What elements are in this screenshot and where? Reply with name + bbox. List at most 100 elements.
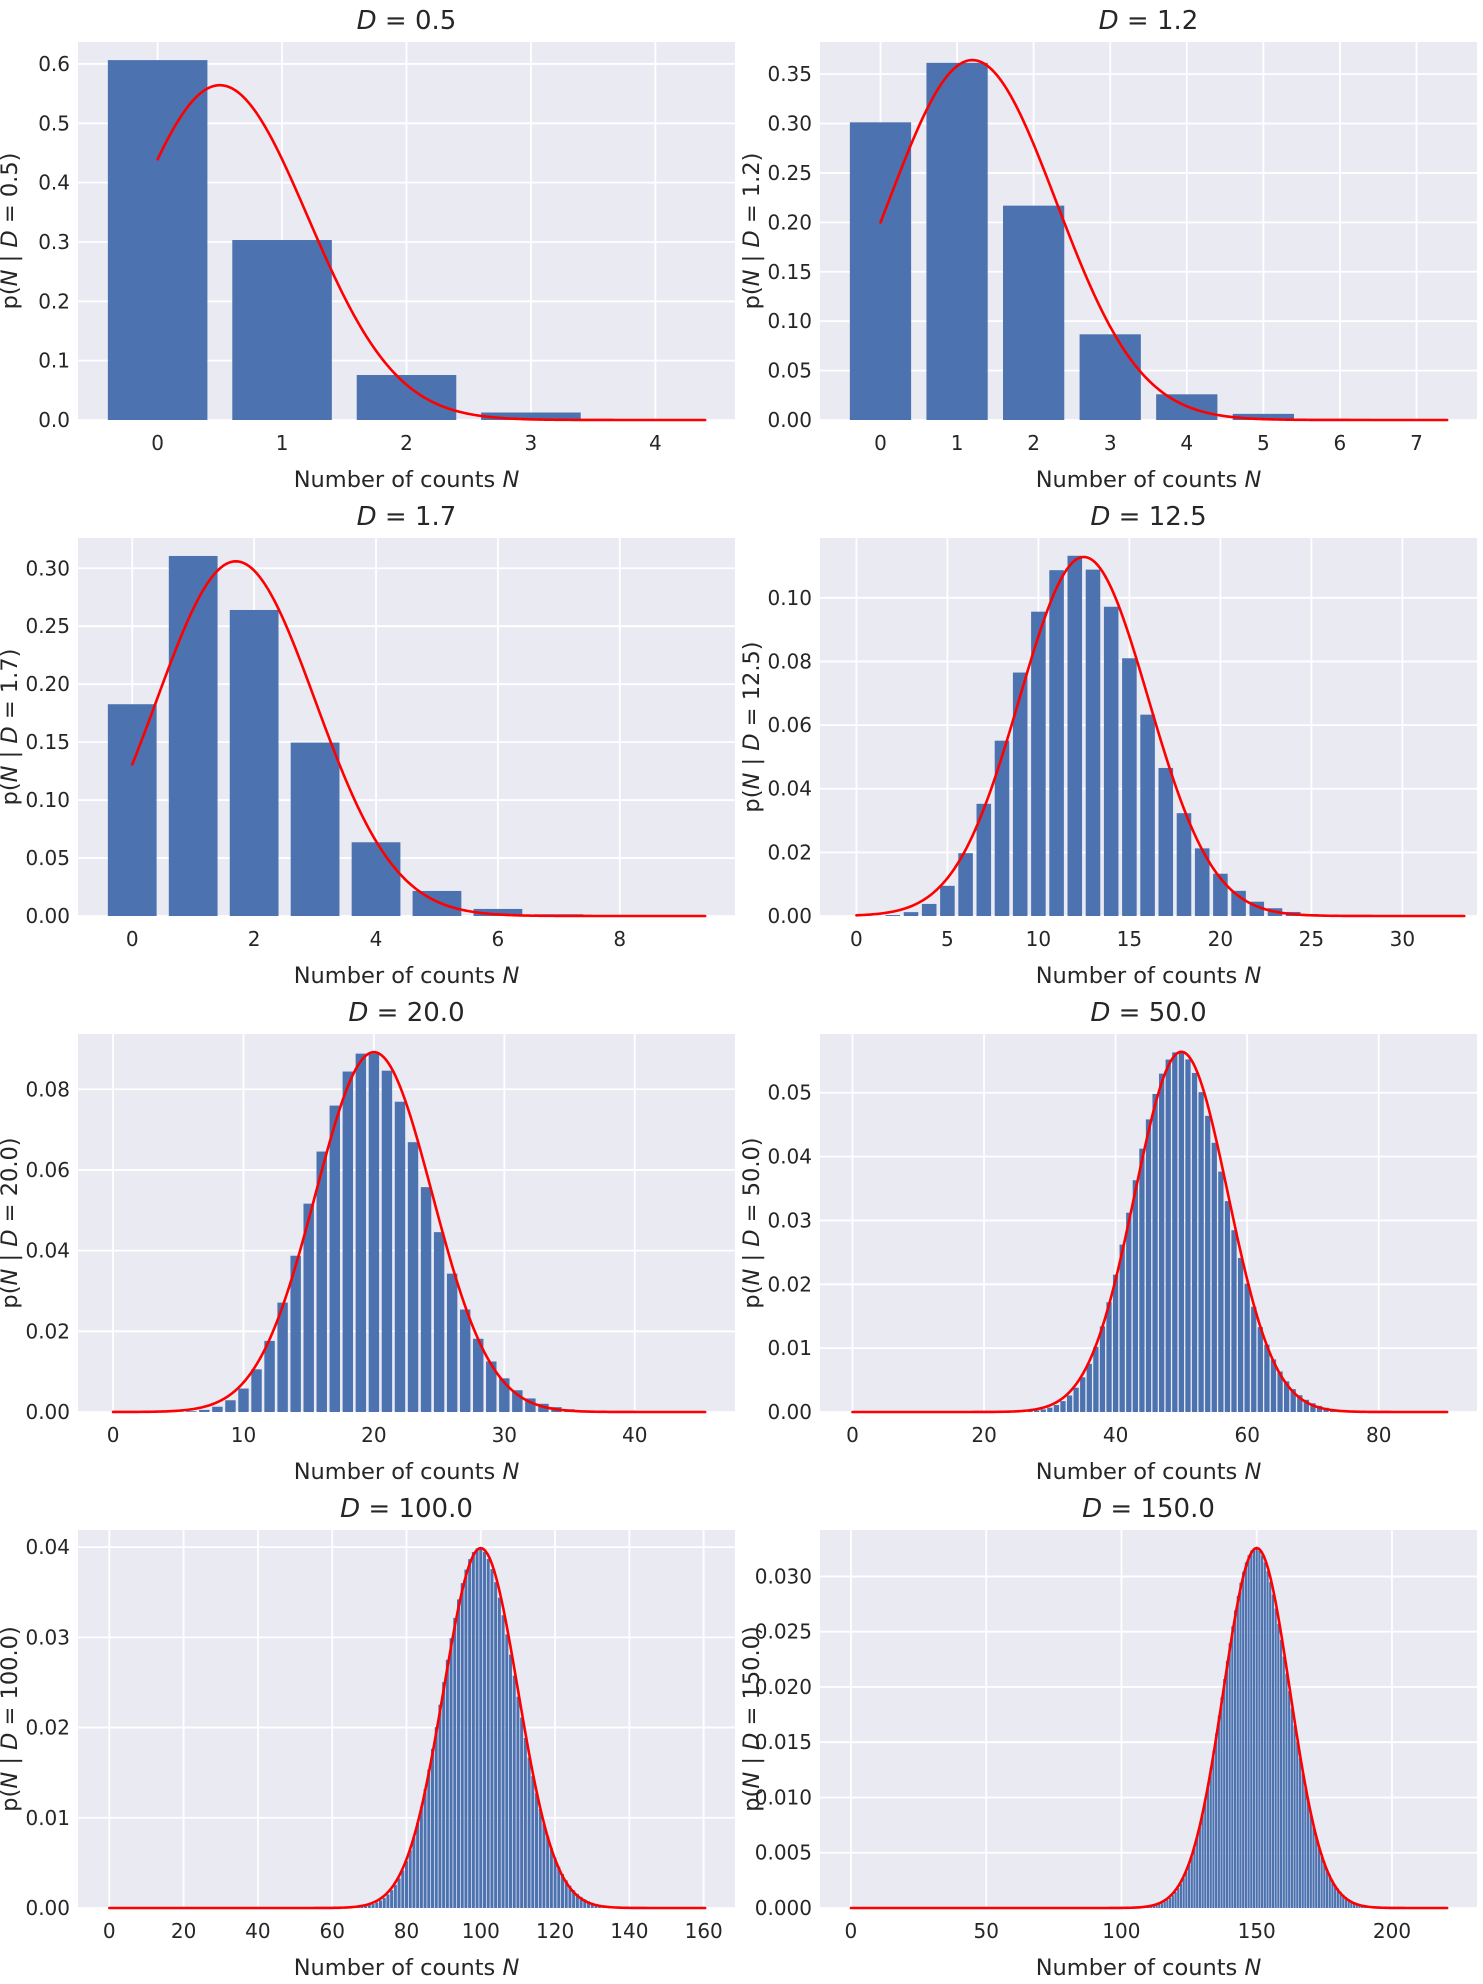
bar [1211,1750,1214,1908]
y-axis-label: p(N | D = 1.2) [742,153,765,310]
y-tick-labels: 0.00 0.05 0.10 0.15 0.20 0.25 0.30 [25,556,70,928]
bar [1271,1594,1274,1908]
bar [1182,1878,1185,1908]
bar [525,1398,536,1412]
y-tick-label: 0.02 [25,1319,70,1343]
bar [1079,1377,1085,1412]
x-tick-label: 4 [370,927,383,951]
bar [523,1738,527,1908]
bar [407,1142,419,1412]
x-tick-label: 30 [1389,927,1414,951]
bar [303,1203,314,1412]
y-tick-label: 0.0 [38,408,70,432]
bar [1171,1052,1177,1412]
bar [168,555,218,916]
bar [229,609,279,916]
bar [1255,1548,1258,1908]
bar [1178,1052,1184,1412]
bar [557,1866,561,1908]
bar [1241,1571,1244,1908]
bar [459,1309,471,1412]
bar [1292,1725,1296,1908]
chart-title: D = 50.0 [1090,998,1206,1028]
x-tick-label: 25 [1298,927,1323,951]
x-tick-label: 3 [525,431,538,455]
bar [232,240,332,420]
gaussian-curve [108,1546,707,1910]
bar [1125,1212,1131,1412]
x-axis-label: Number of counts N [294,467,520,493]
bar [107,60,208,420]
bar [1290,1708,1293,1908]
x-tick-label: 200 [1372,1919,1410,1943]
bar [1224,1201,1230,1412]
bar [925,62,988,420]
bar [568,1885,572,1908]
bar [497,1597,501,1908]
bar [225,1400,236,1412]
bar [1309,1813,1312,1908]
bar [1311,1825,1315,1908]
bar [1244,1562,1247,1908]
bar [512,1675,516,1908]
y-tick-labels: 0.00 0.05 0.10 0.15 0.20 0.25 0.30 0.35 [767,62,812,432]
bar [553,1857,557,1908]
bar [1158,1073,1164,1412]
bar [368,1053,380,1412]
bar [1086,1363,1092,1412]
bar [538,1809,542,1908]
x-tick-label: 0 [103,1919,116,1943]
bar [1209,1767,1212,1908]
bar [1268,1582,1271,1908]
bar [1158,767,1173,916]
bar [364,1906,368,1908]
y-tick-label: 0.005 [754,1841,811,1865]
bar [1046,1407,1052,1412]
x-tick-label: 5 [941,927,954,951]
bar [1303,1787,1306,1908]
bar [438,1704,442,1908]
x-tick-labels: 0 5 10 15 20 25 30 [850,927,1415,951]
bar [1349,1900,1352,1908]
y-tick-label: 0.05 [25,846,70,870]
subplot-d-1.2: 0.00 0.05 0.10 0.15 0.20 0.25 0.30 0.35 0 1 2 3 4 5 6 7… [742,6,1477,493]
y-axis-label: p(N | D = 50.0) [742,1137,765,1308]
x-tick-label: 1 [950,431,963,455]
bar [107,704,157,916]
bar [885,915,900,916]
y-axis-label: p(N | D = 12.5) [742,641,765,812]
y-tick-label: 0.4 [38,171,70,195]
gaussian-curve [156,83,707,422]
bar [371,1904,375,1908]
bar [420,1187,432,1412]
bar [329,1105,340,1412]
y-tick-label: 0.05 [767,359,812,383]
bar [520,1717,524,1908]
y-tick-label: 0.00 [25,904,70,928]
chart-title: D = 150.0 [1082,1494,1215,1524]
y-tick-label: 0.00 [767,904,812,928]
bar [1092,1346,1099,1412]
bar [481,412,581,420]
bar [316,1151,327,1412]
bar [1265,1571,1269,1908]
y-tick-label: 0.01 [767,1336,812,1360]
bar [1119,1244,1125,1412]
y-tick-label: 0.10 [767,309,812,333]
plot-area [819,42,1477,420]
bar [1225,1660,1228,1908]
poisson-bars [107,60,706,420]
chart-title: D = 0.5 [357,6,457,36]
bar [1053,1405,1059,1412]
bar [1352,1902,1355,1908]
bar [590,1902,594,1908]
bar [460,1583,464,1908]
x-tick-label: 4 [649,431,662,455]
poisson-bars [1130,1548,1393,1908]
bar [1263,1344,1270,1412]
x-tick-label: 80 [1365,1423,1390,1447]
y-tick-label: 0.03 [25,1625,70,1649]
bar [1173,1891,1177,1908]
y-tick-label: 0.02 [767,1272,812,1296]
bar [397,1878,401,1908]
